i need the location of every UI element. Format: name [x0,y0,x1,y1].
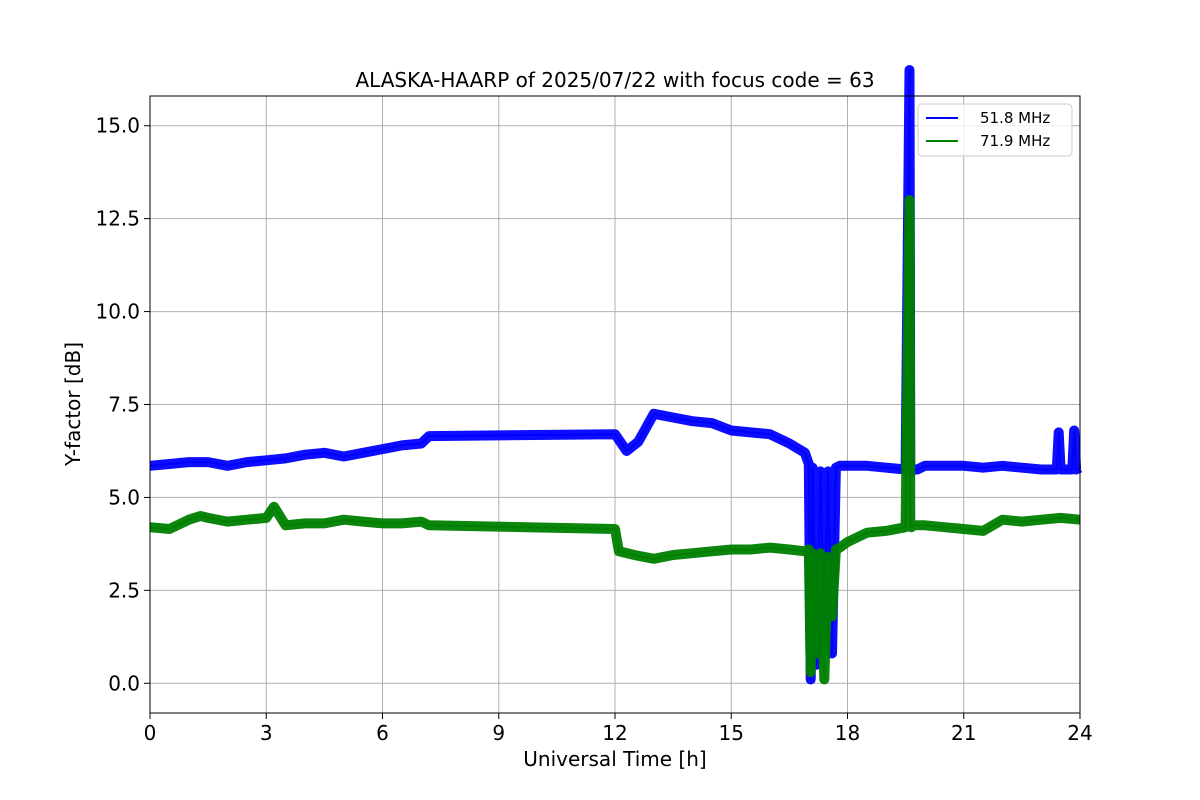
x-axis-label: Universal Time [h] [523,747,706,771]
x-tick-label: 0 [144,721,157,745]
legend-label-51-8-mhz: 51.8 MHz [980,109,1050,127]
x-tick-label: 24 [1067,721,1092,745]
x-tick-label: 12 [602,721,627,745]
y-tick-label: 0.0 [108,671,140,695]
series-layer [149,65,1083,685]
legend-label-71-9-mhz: 71.9 MHz [980,132,1050,150]
series-line-0 [149,69,1081,681]
axis-ticks: 0 3 6 9 12 15 18 21 24 0.0 2.5 5.0 7.5 10.0 12.5 15.0 [95,114,1092,745]
x-tick-label: 18 [835,721,860,745]
x-tick-label: 15 [719,721,744,745]
chart-title: ALASKA-HAARP of 2025/07/22 with focus co… [355,68,874,92]
x-tick-label: 21 [951,721,976,745]
x-tick-label: 3 [260,721,273,745]
y-tick-label: 15.0 [95,114,140,138]
x-tick-label: 9 [492,721,505,745]
x-tick-label: 6 [376,721,389,745]
series-line-1 [149,199,1081,681]
y-tick-label: 10.0 [95,300,140,324]
legend: 51.8 MHz 71.9 MHz [917,103,1073,157]
y-axis-label: Y-factor [dB] [61,342,85,467]
y-tick-label: 12.5 [95,207,140,231]
y-tick-label: 5.0 [108,485,140,509]
y-tick-label: 2.5 [108,578,140,602]
y-tick-label: 7.5 [108,393,140,417]
